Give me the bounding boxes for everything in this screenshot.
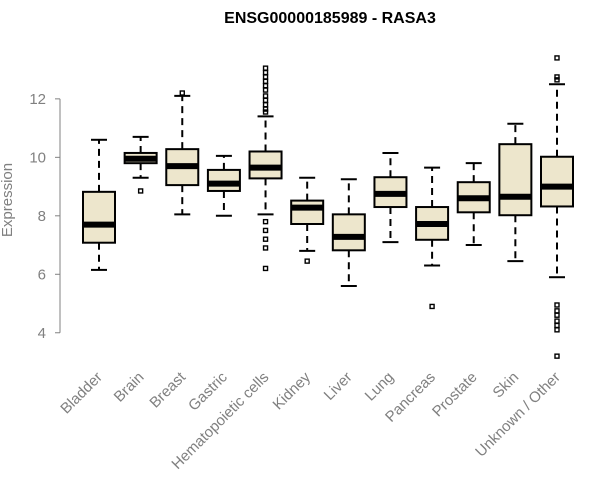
outlier-point (262, 93, 269, 99)
outlier-point (262, 65, 269, 71)
chart-title: ENSG00000185989 - RASA3 (224, 10, 436, 27)
x-tick-label: Liver (321, 369, 356, 404)
outlier-point (554, 318, 560, 324)
outlier-point (554, 308, 560, 314)
y-axis-label: Expression (0, 163, 16, 237)
outlier-point (429, 303, 435, 310)
outlier-point (304, 258, 310, 264)
outlier-point (554, 302, 560, 308)
outlier-point (262, 227, 269, 234)
outlier-point (262, 245, 269, 251)
y-axis: 4 6 8 10 12 (29, 91, 61, 342)
box-bladder (82, 138, 116, 271)
outlier-point (554, 74, 560, 80)
box-liver (331, 178, 366, 287)
outlier-point (137, 188, 144, 194)
outlier-point (262, 78, 269, 85)
outlier-point (554, 55, 560, 61)
outlier-point (262, 74, 269, 80)
x-tick-label: Kidney (270, 368, 315, 413)
outlier-point (554, 77, 560, 83)
outlier-point (262, 102, 269, 108)
outlier-point (262, 218, 269, 225)
outlier-point (262, 236, 269, 242)
box-brain (123, 135, 158, 194)
box-hematopoietic-cells (248, 65, 283, 272)
x-tick-label: Prostate (429, 369, 481, 421)
outlier-point (554, 353, 560, 359)
iqr-box (498, 143, 533, 217)
box-gastric (206, 154, 241, 217)
iqr-box (540, 155, 574, 208)
y-tick-label: 10 (29, 149, 46, 166)
iqr-box (206, 168, 241, 192)
iqr-box (82, 190, 116, 244)
outlier-point (554, 312, 560, 318)
outlier-point (179, 90, 185, 96)
boxes-group (82, 55, 574, 359)
y-tick-label: 6 (38, 266, 46, 283)
x-tick-label: Skin (490, 369, 523, 402)
iqr-box (331, 213, 366, 252)
x-tick-label: Brain (111, 369, 148, 406)
box-lung (373, 151, 408, 244)
y-tick-label: 8 (38, 208, 46, 225)
x-tick-label: Breast (146, 368, 189, 411)
outlier-point (262, 87, 269, 93)
outlier-point (262, 106, 269, 112)
x-tick-label: Lung (362, 369, 398, 405)
y-tick-label: 12 (29, 91, 46, 108)
box-pancreas (415, 166, 450, 310)
y-tick-label: 4 (38, 325, 46, 342)
outlier-point (262, 109, 269, 115)
outlier-point (554, 327, 560, 333)
outlier-point (262, 69, 269, 76)
x-tick-label: Bladder (57, 369, 106, 418)
box-unknown-other (540, 55, 574, 359)
outlier-point (262, 97, 269, 104)
box-prostate (456, 162, 491, 247)
outlier-point (262, 82, 269, 89)
outlier-point (554, 322, 560, 329)
iqr-box (290, 199, 325, 225)
box-skin (498, 122, 533, 263)
box-kidney (290, 176, 325, 264)
outlier-point (262, 265, 269, 272)
box-breast (165, 90, 200, 216)
